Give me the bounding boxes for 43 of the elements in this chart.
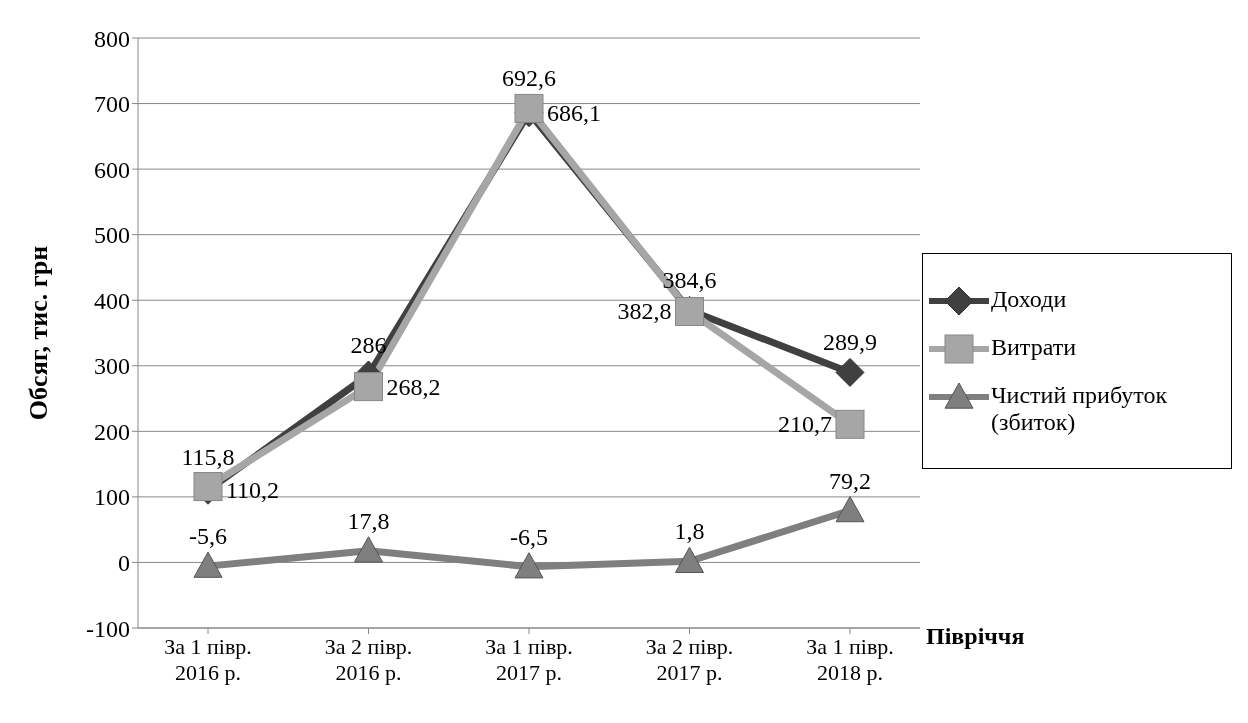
- x-tick-label: За 1 півр. 2018 р.: [806, 634, 894, 685]
- data-label: 686,1: [547, 99, 601, 126]
- y-tick-label: 100: [94, 484, 130, 511]
- legend-label: Чистий прибуток (збиток): [991, 381, 1169, 436]
- x-tick-label: За 1 півр. 2017 р.: [485, 634, 573, 685]
- data-label: 110,2: [226, 477, 280, 504]
- y-tick-label: 400: [94, 287, 130, 314]
- legend-label: Доходи: [991, 285, 1067, 313]
- point: [354, 536, 383, 563]
- data-label: 210,7: [778, 411, 832, 438]
- data-label: 289,9: [823, 329, 877, 356]
- point: [835, 496, 865, 523]
- data-label: 1,8: [674, 518, 705, 545]
- y-tick-label: 800: [94, 25, 130, 52]
- data-label: 382,8: [617, 298, 672, 325]
- data-label: -6,5: [510, 523, 548, 550]
- x-axis-title: Півріччя: [926, 623, 1025, 650]
- y-tick-label: 600: [94, 156, 130, 183]
- data-label: 384,6: [662, 267, 717, 294]
- data-label: 268,2: [386, 373, 441, 400]
- data-label: 692,6: [502, 65, 556, 92]
- point: [354, 372, 383, 402]
- point: [835, 357, 865, 387]
- x-tick-label: За 1 півр. 2016 р.: [164, 634, 252, 685]
- y-tick-label: 200: [94, 418, 130, 445]
- y-tick-label: 700: [94, 91, 130, 118]
- point: [835, 409, 865, 439]
- data-label: 115,8: [181, 443, 235, 470]
- data-label: 79,2: [829, 467, 871, 494]
- point: [514, 93, 544, 123]
- y-tick-label: -100: [86, 615, 130, 642]
- data-label: -5,6: [189, 523, 227, 550]
- point: [193, 551, 223, 578]
- point: [675, 546, 704, 573]
- y-tick-label: 0: [118, 549, 130, 576]
- legend-label: Витрати: [991, 333, 1076, 361]
- data-label: 17,8: [347, 507, 390, 534]
- x-tick-label: За 2 півр. 2016 р.: [324, 634, 413, 685]
- y-axis-title: Обсяг, тис. грн: [24, 245, 54, 421]
- y-tick-label: 500: [94, 222, 130, 249]
- point: [514, 552, 544, 579]
- y-tick-label: 300: [94, 353, 130, 380]
- x-tick-label: За 2 півр. 2017 р.: [645, 634, 734, 685]
